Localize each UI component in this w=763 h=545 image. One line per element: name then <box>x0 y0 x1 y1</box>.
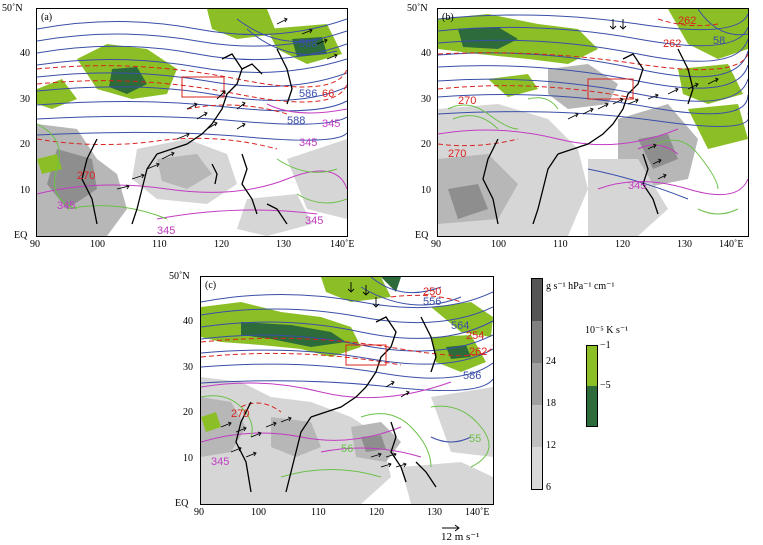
lat-tick: 30 <box>183 362 193 373</box>
reference-vector-arrow <box>442 524 460 532</box>
panel-b-map: 262 262 58 270 345 270 (b) <box>437 8 749 237</box>
contour-label: 345 <box>211 456 229 468</box>
lat-tick: 20 <box>183 407 193 418</box>
lat-tick: 50˚N <box>2 3 23 14</box>
contour-label: 55 <box>469 433 481 445</box>
contour-label: 345 <box>322 118 340 130</box>
panel-b: 262 262 58 270 345 270 (b) 50˚N 40 30 20… <box>403 0 763 260</box>
contour-label: 270 <box>448 148 466 160</box>
lon-tick: 130 <box>276 239 291 250</box>
lat-tick: 10 <box>421 185 431 196</box>
lon-tick: 110 <box>553 239 568 250</box>
contour-label: 250 <box>423 286 441 298</box>
gray-colorbar-seg <box>532 279 542 321</box>
lon-tick: 140˚E <box>719 239 744 250</box>
gray-colorbar-tick: 12 <box>546 440 556 451</box>
lon-tick: 140˚E <box>330 239 355 250</box>
lat-tick: 30 <box>421 94 431 105</box>
gray-colorbar-units: g s⁻¹ hPa⁻¹ cm⁻¹ <box>546 281 615 292</box>
lat-tick: 40 <box>20 48 30 59</box>
lon-tick: 90 <box>30 239 40 250</box>
lat-tick: 10 <box>20 185 30 196</box>
contour-label: 58 <box>713 35 725 47</box>
contour-label: 588 <box>299 38 317 50</box>
lat-tick: EQ <box>14 230 28 241</box>
contour-label: 262 <box>663 38 681 50</box>
lat-tick: 10 <box>183 453 193 464</box>
gray-colorbar-seg <box>532 405 542 447</box>
lon-tick: 120 <box>214 239 229 250</box>
contour-label: 586 <box>463 370 481 382</box>
lon-tick: 90 <box>431 239 441 250</box>
contour-label: 270 <box>77 170 95 182</box>
contour-label: 345 <box>628 180 646 192</box>
panel-a-svg: 588 588 586 345 345 345 345 66 270 345 <box>37 9 347 236</box>
gray-colorbar-tick: 24 <box>546 356 556 367</box>
gray-colorbar-tick: 6 <box>546 482 551 493</box>
green-colorbar <box>586 345 598 427</box>
lat-tick: EQ <box>175 498 189 509</box>
lon-tick: 110 <box>311 507 326 518</box>
contour-label: 262 <box>469 346 487 358</box>
lon-tick: 100 <box>90 239 105 250</box>
lon-tick: 100 <box>491 239 506 250</box>
lon-tick: 100 <box>251 507 266 518</box>
lat-tick: 40 <box>183 316 193 327</box>
gray-colorbar-seg <box>532 321 542 363</box>
lat-tick: EQ <box>415 230 429 241</box>
contour-label: 564 <box>451 320 469 332</box>
gray-colorbar-tick: 18 <box>546 398 556 409</box>
lat-tick: 30 <box>20 94 30 105</box>
contour-label: 66 <box>322 88 334 100</box>
panel-c-label: (c) <box>205 280 217 291</box>
lon-tick: 110 <box>152 239 167 250</box>
gray-colorbar-seg <box>532 447 542 489</box>
panel-a-label: (a) <box>41 12 53 23</box>
lon-tick: 90 <box>194 507 204 518</box>
lon-tick: 140˚E <box>465 507 490 518</box>
panel-b-label: (b) <box>442 12 454 23</box>
green-colorbar-tick: −1 <box>600 340 611 351</box>
lat-tick: 20 <box>20 139 30 150</box>
contour-label: 270 <box>231 408 249 420</box>
panel-a: 588 588 586 345 345 345 345 66 270 345 (… <box>0 0 360 260</box>
panel-b-svg: 262 262 58 270 345 270 <box>438 9 748 236</box>
lon-tick: 130 <box>677 239 692 250</box>
panel-c-svg: 250 556 564 254 262 586 270 345 56 55 <box>201 277 493 504</box>
green-colorbar-units: 10⁻⁵ K s⁻¹ <box>585 325 629 336</box>
contour-label: 588 <box>287 115 305 127</box>
lon-tick: 130 <box>427 507 442 518</box>
green-colorbar-seg <box>587 386 597 426</box>
contour-label: 56 <box>341 443 353 455</box>
green-colorbar-tick: −5 <box>600 380 611 391</box>
lat-tick: 40 <box>421 48 431 59</box>
gray-colorbar <box>531 278 543 490</box>
lon-tick: 120 <box>369 507 384 518</box>
lat-tick: 20 <box>421 139 431 150</box>
contour-label: 270 <box>458 95 476 107</box>
contour-label: 345 <box>57 200 75 212</box>
contour-label: 254 <box>466 330 484 342</box>
contour-label: 586 <box>299 88 317 100</box>
lat-tick: 50˚N <box>407 3 428 14</box>
lat-tick: 50˚N <box>169 271 190 282</box>
panel-c: 250 556 564 254 262 586 270 345 56 55 (c… <box>165 268 525 545</box>
reference-vector-label: 12 m s⁻¹ <box>441 531 480 543</box>
contour-label: 345 <box>305 215 323 227</box>
contour-label: 262 <box>678 15 696 27</box>
gray-colorbar-seg <box>532 363 542 405</box>
panel-a-map: 588 588 586 345 345 345 345 66 270 345 (… <box>36 8 348 237</box>
contour-label: 345 <box>157 225 175 236</box>
panel-c-map: 250 556 564 254 262 586 270 345 56 55 (c… <box>200 276 494 505</box>
contour-label: 345 <box>299 137 317 149</box>
green-colorbar-seg <box>587 346 597 386</box>
contour-label: 556 <box>423 296 441 308</box>
lon-tick: 120 <box>615 239 630 250</box>
